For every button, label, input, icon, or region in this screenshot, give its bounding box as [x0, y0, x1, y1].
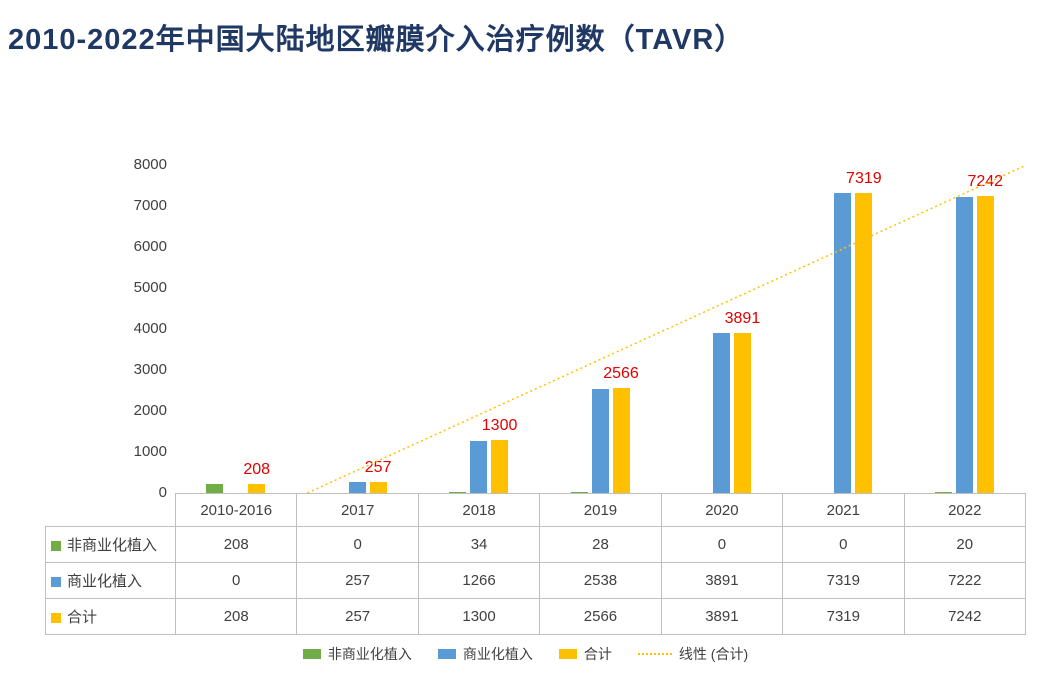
table-value-cell: 20: [903, 526, 1027, 563]
table-row-header: 非商业化植入: [45, 526, 176, 563]
x-axis-category-label: 2021: [782, 493, 905, 527]
table-value-cell: 7319: [782, 562, 905, 599]
legend-item: 商业化植入: [437, 644, 533, 664]
table-value-cell: 1266: [417, 562, 541, 599]
table-value-cell: 2538: [539, 562, 662, 599]
bar-value-label: 257: [364, 459, 392, 477]
table-value-cell: 7319: [782, 598, 905, 635]
bar-value-label: 208: [243, 461, 271, 479]
bar-商业化植入-2017: [348, 482, 366, 493]
bar-合计-2019: [612, 388, 630, 493]
bar-value-label: 3891: [724, 310, 761, 328]
y-axis-tick-label: 5000: [133, 279, 167, 296]
table-value-cell: 7222: [903, 562, 1027, 599]
bar-非商业化植入-2010-2016: [206, 484, 224, 493]
legend-label: 商业化植入: [462, 646, 533, 662]
table-value-cell: 2566: [539, 598, 662, 635]
table-value-cell: 0: [782, 526, 905, 563]
y-axis-tick-label: 7000: [133, 197, 167, 214]
bar-合计-2017: [369, 482, 387, 493]
bar-商业化植入-2018: [470, 441, 488, 493]
legend-dotted-line-icon: [637, 653, 672, 655]
table-value-cell: 7242: [903, 598, 1027, 635]
bar-value-label: 1300: [481, 416, 518, 434]
legend-swatch-icon: [558, 649, 577, 659]
y-axis-tick-label: 1000: [133, 443, 167, 460]
table-value-cell: 257: [296, 562, 419, 599]
table-row-header: 合计: [45, 598, 176, 635]
bar-合计-2021: [855, 193, 873, 493]
x-axis-category-label: 2022: [903, 493, 1027, 527]
table-value-cell: 3891: [660, 562, 784, 599]
bar-合计-2022: [976, 196, 994, 493]
table-value-cell: 0: [296, 526, 419, 563]
legend-swatch-icon: [302, 649, 321, 659]
table-value-cell: 1300: [417, 598, 541, 635]
bar-商业化植入-2021: [834, 193, 852, 493]
table-row-header: 商业化植入: [45, 562, 176, 599]
legend-item: 非商业化植入: [302, 644, 412, 664]
table-row: 非商业化植入 208 0 34 28 0 0 20: [45, 526, 1027, 563]
y-axis-tick-label: 2000: [133, 402, 167, 419]
y-axis-tick-label: 4000: [133, 320, 167, 337]
legend: 非商业化植入 商业化植入 合计 线性 (合计): [0, 644, 1051, 664]
bar-value-label: 2566: [603, 364, 639, 382]
table-value-cell: 208: [174, 598, 298, 635]
series-name-label: 非商业化植入: [67, 537, 158, 554]
series-key-icon: [51, 541, 61, 551]
series-key-icon: [51, 613, 61, 623]
bar-value-label: 7242: [967, 173, 1004, 191]
bar-商业化植入-2022: [955, 197, 973, 493]
data-table: 2010-2016 2017 2018 2019 2020 2021 2022 非商业化植入 2…: [45, 493, 1027, 635]
table-value-cell: 34: [417, 526, 541, 563]
table-value-cell: 0: [660, 526, 784, 563]
legend-item: 合计: [558, 644, 612, 664]
table-row: 合计 208 257 1300 2566 3891 7319 7242: [45, 598, 1027, 635]
series-key-icon: [51, 577, 61, 587]
bar-合计-2010-2016: [248, 484, 266, 493]
x-axis-category-label: 2018: [417, 493, 541, 527]
table-row: 商业化植入 0 257 1266 2538 3891 7319 7222: [45, 562, 1027, 599]
table-value-cell: 257: [296, 598, 419, 635]
legend-label: 合计: [583, 646, 612, 662]
y-axis-tick-label: 8000: [133, 156, 167, 173]
table-value-cell: 208: [174, 526, 298, 563]
y-axis-tick-label: 3000: [133, 361, 167, 378]
legend-swatch-icon: [437, 649, 456, 659]
x-axis-category-label: 2019: [539, 493, 662, 527]
table-value-cell: 28: [539, 526, 662, 563]
table-corner-cell: [45, 493, 176, 527]
series-name-label: 商业化植入: [67, 573, 143, 590]
legend-item-trendline: 线性 (合计): [637, 644, 749, 664]
bar-value-label: 7319: [846, 169, 882, 187]
bar-商业化植入-2019: [591, 389, 609, 493]
legend-label: 线性 (合计): [678, 646, 749, 662]
table-value-cell: 3891: [660, 598, 784, 635]
table-value-cell: 0: [174, 562, 298, 599]
y-axis-tick-label: 6000: [133, 238, 167, 255]
bar-合计-2020: [733, 333, 751, 493]
chart-title: 2010-2022年中国大陆地区瓣膜介入治疗例数（TAVR）: [8, 24, 745, 56]
x-axis-category-label: 2010-2016: [174, 493, 298, 527]
x-axis-category-label: 2017: [296, 493, 419, 527]
y-axis-tick-label: 0: [158, 484, 167, 501]
bar-商业化植入-2020: [712, 333, 730, 493]
legend-label: 非商业化植入: [327, 646, 412, 662]
x-axis-category-label: 2020: [660, 493, 784, 527]
table-category-row: 2010-2016 2017 2018 2019 2020 2021 2022: [45, 493, 1027, 527]
series-name-label: 合计: [67, 609, 98, 626]
bar-合计-2018: [491, 440, 509, 493]
